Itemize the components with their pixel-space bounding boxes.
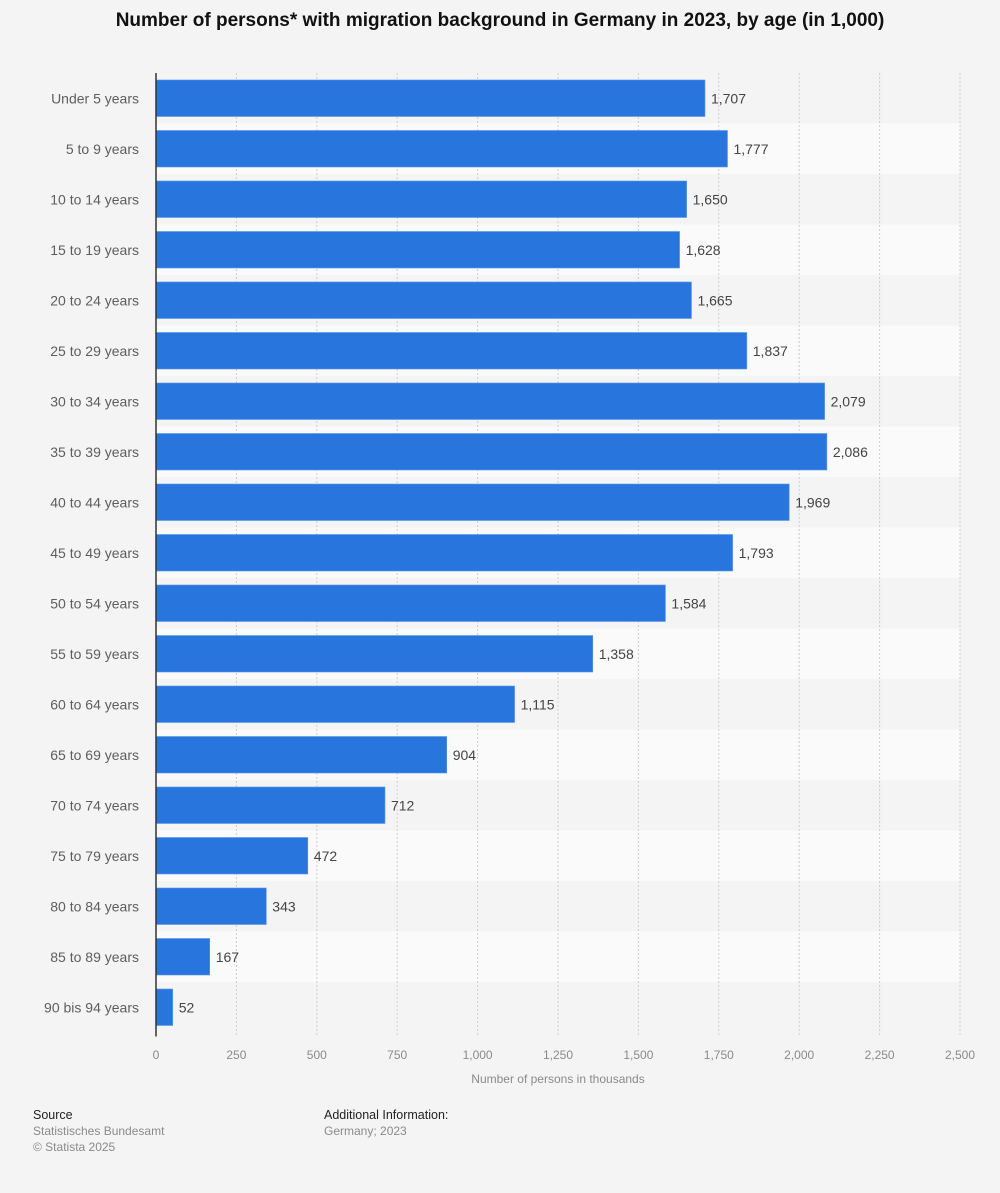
bar (155, 635, 594, 673)
category-label: 70 to 74 years (50, 797, 139, 813)
additional-info-heading: Additional Information: (324, 1108, 449, 1122)
value-label: 52 (179, 999, 195, 1015)
bar (155, 483, 790, 521)
bar (155, 988, 174, 1026)
bar (155, 231, 680, 269)
value-label: 1,665 (697, 292, 732, 308)
value-label: 1,837 (753, 343, 788, 359)
bar (155, 736, 448, 774)
x-tick-label: 500 (307, 1048, 327, 1062)
value-label: 1,584 (671, 595, 706, 611)
value-label: 1,115 (521, 696, 555, 712)
category-label: 40 to 44 years (50, 494, 139, 510)
value-label: 1,793 (739, 545, 774, 561)
x-axis-title: Number of persons in thousands (471, 1072, 644, 1086)
value-label: 1,777 (733, 141, 768, 157)
value-label: 1,358 (599, 646, 634, 662)
x-tick-label: 1,000 (463, 1048, 493, 1062)
category-label: 10 to 14 years (50, 191, 139, 207)
source-heading: Source (33, 1108, 73, 1122)
value-label: 1,650 (693, 191, 728, 207)
x-tick-label: 0 (153, 1048, 160, 1062)
category-label: 5 to 9 years (66, 141, 139, 157)
x-tick-label: 1,500 (623, 1048, 653, 1062)
x-tick-label: 1,750 (704, 1048, 734, 1062)
bar (155, 887, 267, 925)
bar-chart: 1,707 Under 5 years 1,777 5 to 9 years 1,650… (44, 73, 975, 1086)
bar (155, 332, 748, 370)
value-label: 167 (216, 949, 240, 965)
category-label: 50 to 54 years (50, 595, 139, 611)
category-label: 35 to 39 years (50, 444, 139, 460)
category-label: 20 to 24 years (50, 292, 139, 308)
x-tick-label: 2,500 (945, 1048, 975, 1062)
category-label: 65 to 69 years (50, 747, 139, 763)
x-tick-label: 2,250 (865, 1048, 895, 1062)
copyright-line: © Statista 2025 (33, 1140, 116, 1154)
value-label: 1,707 (711, 90, 746, 106)
category-label: 55 to 59 years (50, 646, 139, 662)
bar (155, 685, 515, 723)
source-block: Source Statistisches Bundesamt © Statist… (33, 1107, 164, 1155)
bar (155, 584, 666, 622)
bar (155, 180, 687, 218)
category-label: 30 to 34 years (50, 393, 139, 409)
category-label: 15 to 19 years (50, 242, 139, 258)
value-label: 1,969 (795, 494, 830, 510)
category-label: Under 5 years (51, 90, 139, 106)
category-label: 25 to 29 years (50, 343, 139, 359)
bar (155, 938, 211, 976)
bar (155, 786, 386, 824)
value-label: 343 (272, 898, 296, 914)
bar (155, 281, 692, 319)
value-label: 1,628 (686, 242, 721, 258)
x-tick-label: 750 (387, 1048, 407, 1062)
value-label: 2,079 (831, 393, 866, 409)
bar (155, 382, 825, 420)
category-label: 45 to 49 years (50, 545, 139, 561)
category-label: 75 to 79 years (50, 848, 139, 864)
additional-info-line: Germany; 2023 (324, 1124, 407, 1138)
bar (155, 130, 728, 168)
category-label: 60 to 64 years (50, 696, 139, 712)
value-label: 904 (453, 747, 477, 763)
bar (155, 79, 706, 117)
category-label: 85 to 89 years (50, 949, 139, 965)
bar (155, 534, 733, 572)
x-tick-label: 2,000 (784, 1048, 814, 1062)
value-label: 2,086 (833, 444, 868, 460)
category-label: 90 bis 94 years (44, 999, 139, 1015)
chart-title: Number of persons* with migration backgr… (115, 10, 885, 31)
bar (155, 837, 309, 875)
source-line: Statistisches Bundesamt (33, 1124, 165, 1138)
additional-info-block: Additional Information: Germany; 2023 (324, 1107, 448, 1139)
value-label: 712 (391, 797, 415, 813)
x-tick-label: 1,250 (543, 1048, 573, 1062)
x-tick-label: 250 (226, 1048, 246, 1062)
category-label: 80 to 84 years (50, 898, 139, 914)
value-label: 472 (314, 848, 338, 864)
bar (155, 433, 828, 471)
